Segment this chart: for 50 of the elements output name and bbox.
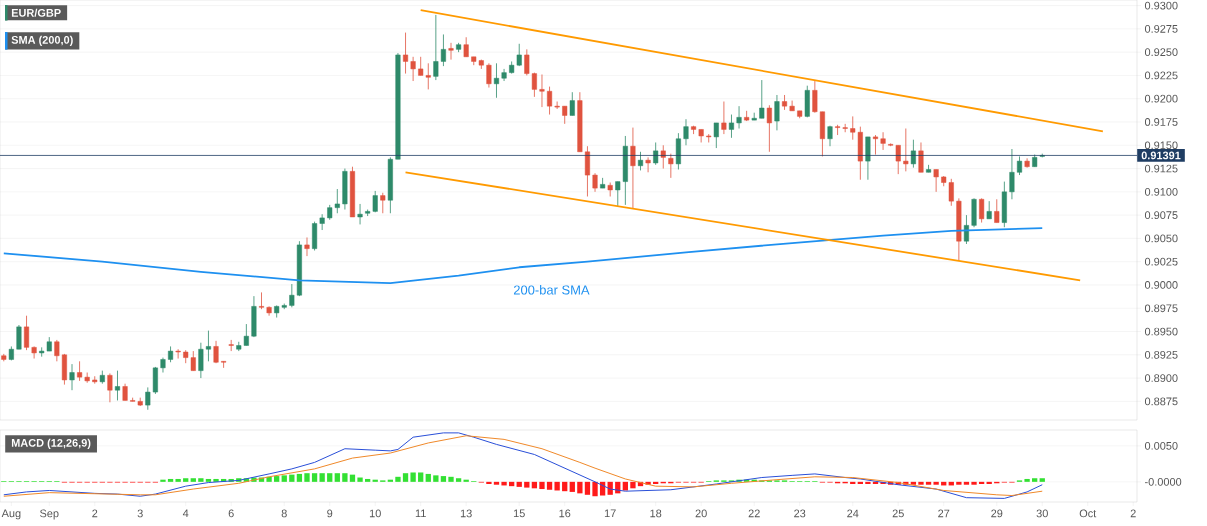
y-tick-label: 0.9000 [1144, 281, 1178, 289]
x-tick-label: 9 [327, 509, 333, 518]
x-tick-label: 15 [513, 509, 525, 518]
x-tick-label: 20 [695, 509, 707, 518]
x-tick-label: 13 [460, 509, 472, 518]
y-tick-label: 0.9050 [1144, 234, 1178, 243]
x-tick-label: Oct [1079, 509, 1097, 518]
x-tick-label: 25 [892, 509, 904, 518]
y-tick-label: 0.9175 [1144, 118, 1178, 126]
text: MACD (12,26,9) [11, 438, 91, 449]
legend-label: EUR/GBP [11, 8, 61, 17]
y-tick-label: 0.9300 [1144, 1, 1178, 10]
x-tick-label: 27 [938, 509, 950, 518]
ref-line-label: 0.91391 [1141, 151, 1181, 160]
x-tick-label: 2 [1130, 509, 1136, 518]
y-tick-label: 0.9200 [1144, 94, 1178, 103]
y-tick-label: 0.9250 [1144, 48, 1178, 57]
y-tick-label: 0.9150 [1144, 141, 1178, 150]
annotation: 200-bar SMA [513, 285, 590, 295]
x-tick-label: 6 [228, 509, 234, 518]
x-tick-label: 3 [137, 509, 143, 518]
y-tick-label: -0.0000 [1145, 477, 1182, 486]
y-tick-label: 0.9275 [1144, 25, 1178, 33]
y-tick-label: 0.8875 [1144, 397, 1178, 406]
x-tick-label: 23 [794, 509, 806, 518]
x-tick-label: 8 [281, 509, 287, 518]
y-tick-label: 0.9225 [1144, 71, 1178, 80]
x-tick-label: 17 [604, 509, 616, 518]
x-tick-label: 22 [748, 509, 760, 518]
y-tick-label: 0.0050 [1144, 441, 1178, 450]
x-tick-label: 29 [991, 509, 1003, 518]
y-tick-label: 0.9125 [1144, 164, 1178, 173]
x-tick-label: 2 [92, 509, 98, 518]
x-tick-label: Sep [40, 509, 59, 520]
x-tick-label: 24 [847, 509, 859, 518]
y-tick-label: 0.8950 [1144, 327, 1178, 336]
x-tick-label: 30 [1036, 509, 1048, 518]
y-tick-label: 0.9075 [1144, 211, 1178, 219]
x-tick-label: Aug [1, 509, 21, 520]
x-tick-label: 16 [559, 509, 571, 518]
y-tick-label: 0.8900 [1144, 374, 1178, 382]
y-tick-label: 0.9100 [1144, 187, 1178, 196]
y-tick-label: 0.8975 [1144, 304, 1178, 313]
y-tick-label: 0.8925 [1144, 350, 1178, 359]
x-tick-label: 11 [415, 509, 426, 518]
x-tick-label: 10 [369, 509, 381, 518]
y-tick-label: 0.9025 [1144, 257, 1178, 266]
legend-label: SMA (200,0) [11, 35, 73, 46]
x-tick-label: 18 [650, 509, 662, 518]
x-tick-label: 4 [182, 509, 189, 518]
